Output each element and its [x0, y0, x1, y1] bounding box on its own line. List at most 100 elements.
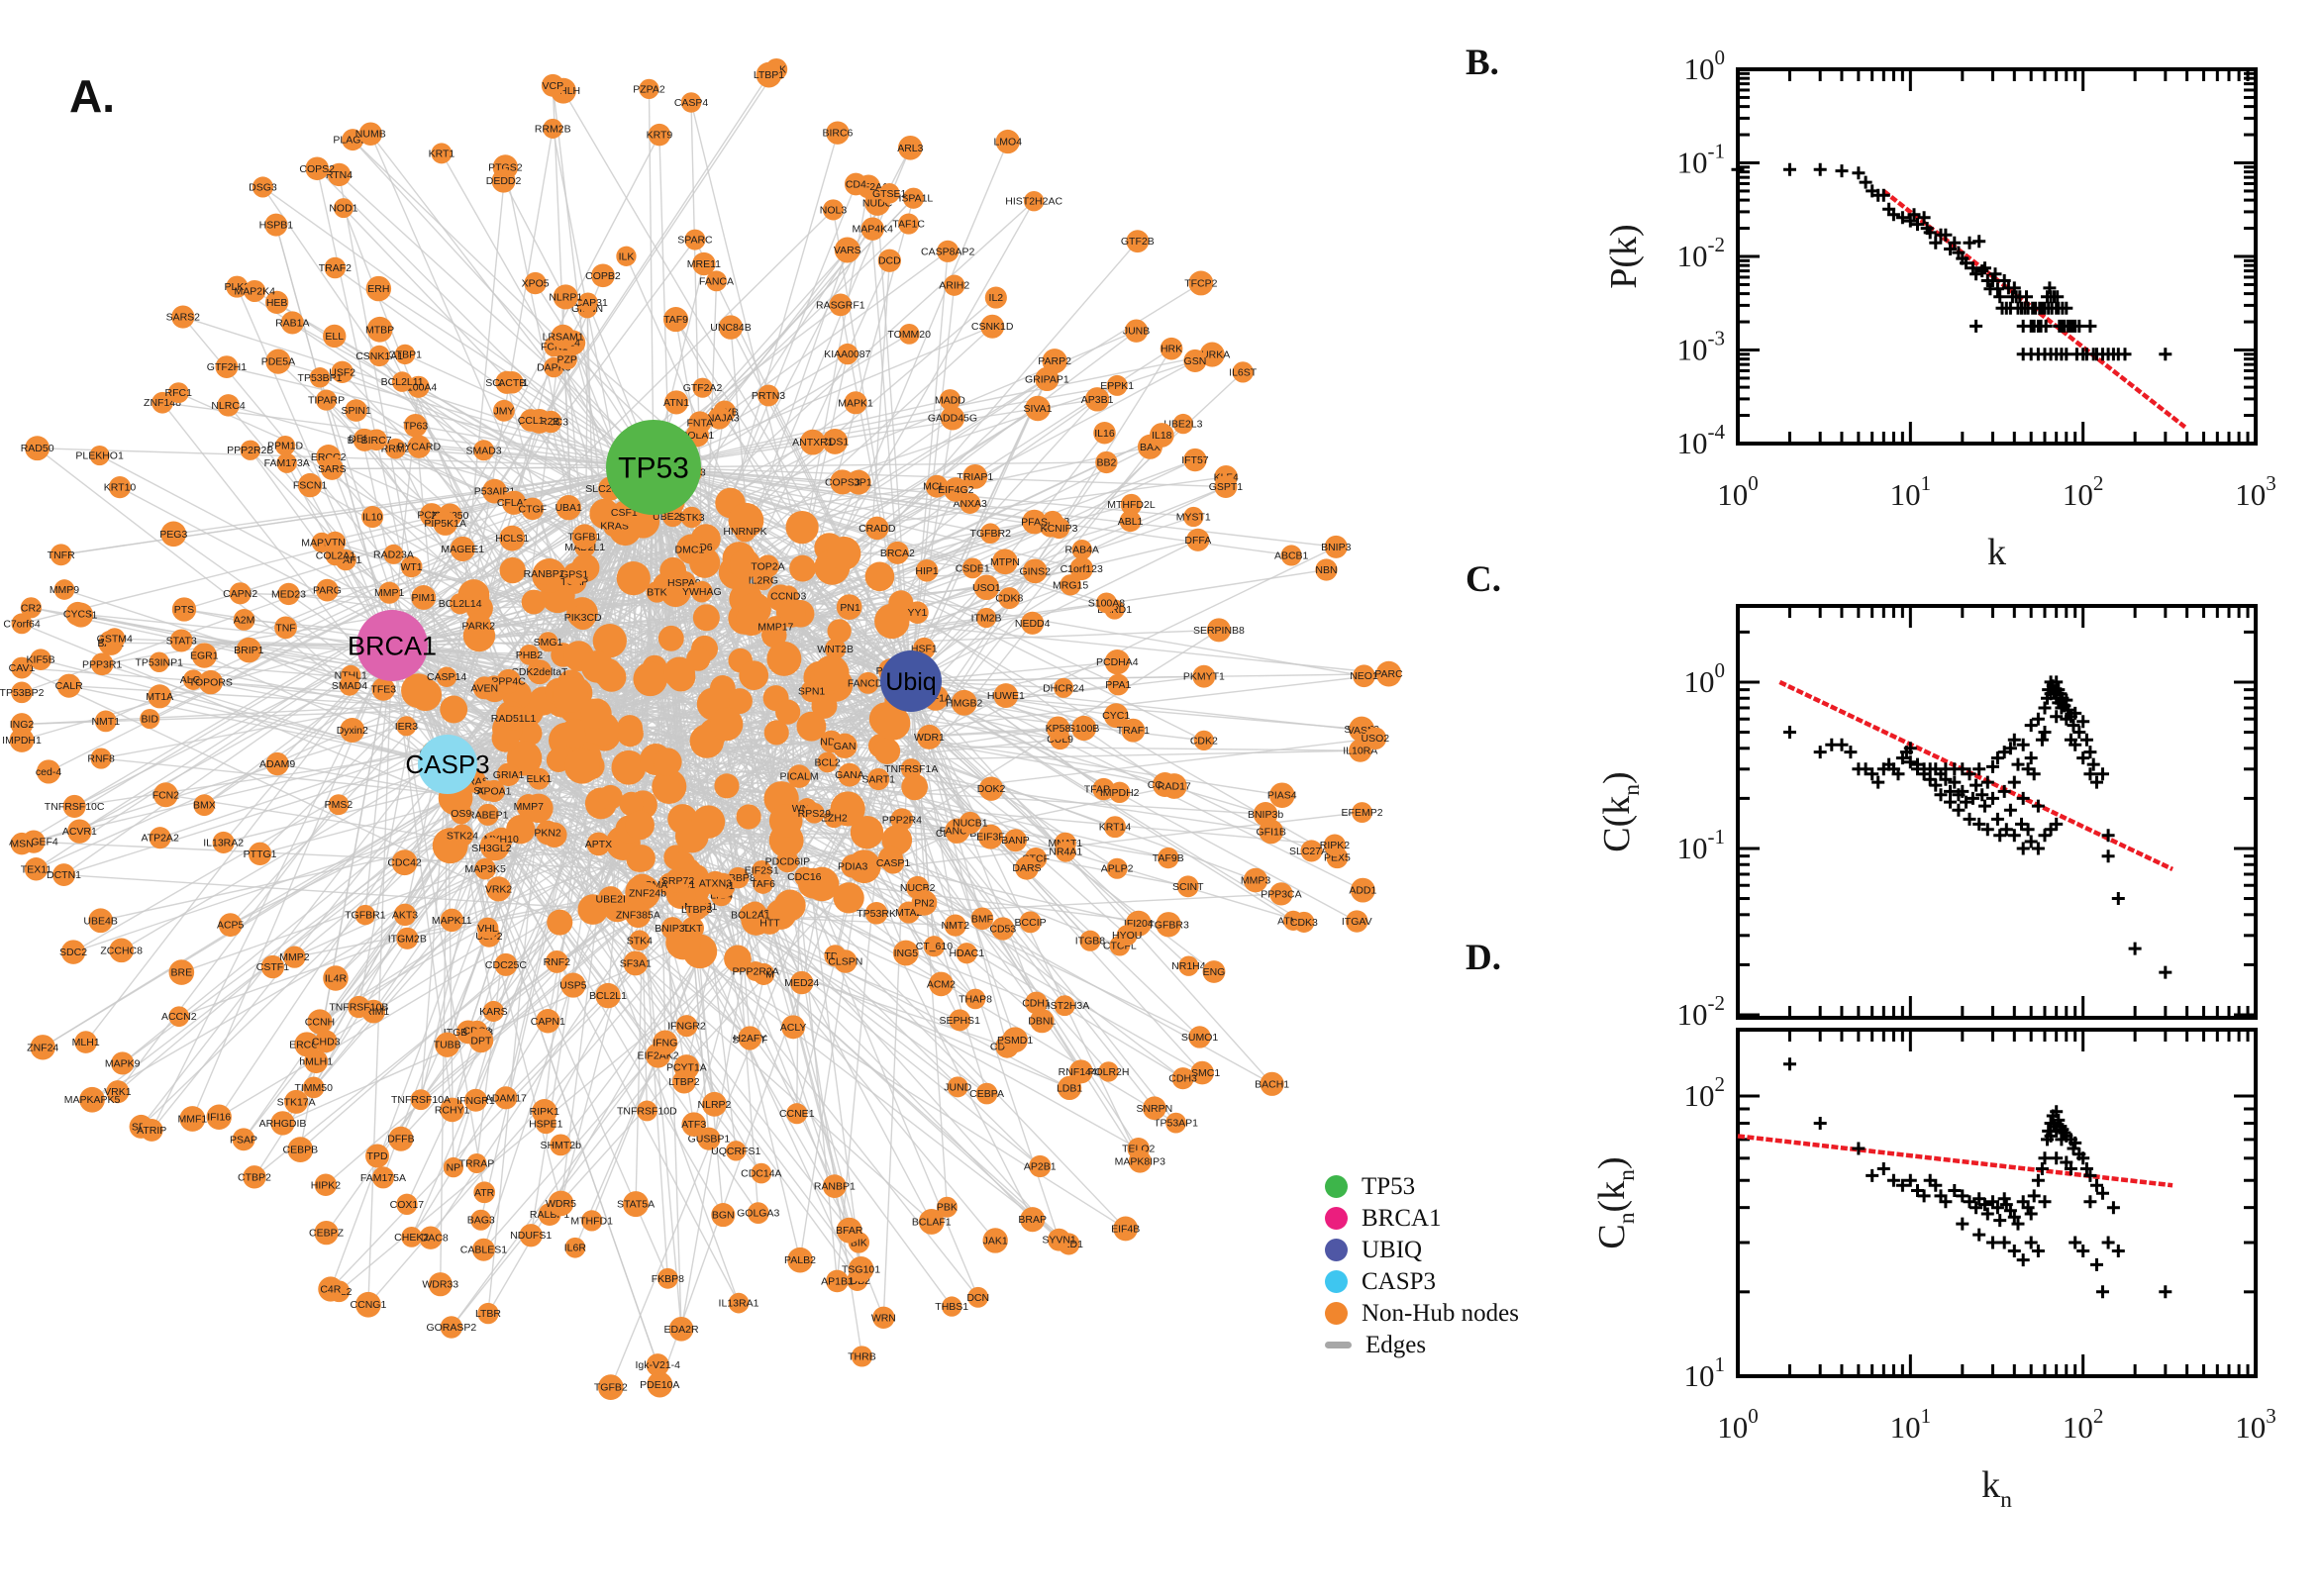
- network-node: [977, 824, 1003, 849]
- network-node-label: ELL: [325, 331, 344, 343]
- network-node: [411, 585, 437, 610]
- network-node-label: GPS1: [560, 568, 588, 580]
- network-node: [428, 1272, 453, 1297]
- network-node-label: GTF2H1: [207, 361, 247, 373]
- network-node: [777, 585, 799, 607]
- network-node: [316, 578, 339, 602]
- network-node-label: HSPB1: [259, 220, 294, 232]
- network-node: [625, 810, 655, 841]
- axis-ticks: [1738, 69, 2256, 444]
- network-node: [354, 904, 376, 926]
- network-node: [709, 707, 744, 742]
- network-node-label: IL16: [1094, 428, 1115, 440]
- network-node-label: BCLAF1: [912, 1216, 952, 1228]
- network-node: [1192, 664, 1216, 688]
- network-node: [653, 748, 682, 777]
- network-node-label: KCNIP3: [1041, 523, 1078, 535]
- network-node-label: MMP3: [1241, 875, 1270, 887]
- network-node-label: NMT1: [91, 716, 120, 728]
- network-node: [714, 773, 740, 799]
- network-node: [796, 711, 827, 742]
- network-node-label: SIVA1: [1024, 403, 1053, 415]
- network-node-label: TNFRSF10D: [617, 1105, 677, 1117]
- network-node-label: IFNG: [653, 1038, 677, 1049]
- network-node: [391, 849, 418, 876]
- network-node: [998, 587, 1021, 610]
- network-node: [496, 762, 521, 787]
- network-node: [657, 625, 684, 651]
- network-node: [1353, 664, 1375, 688]
- network-node-label: PCDHA4: [1096, 656, 1139, 668]
- network-node: [521, 589, 547, 615]
- network-node: [493, 399, 515, 422]
- network-node: [65, 601, 90, 627]
- network-node: [149, 651, 169, 672]
- network-node: [616, 246, 637, 266]
- network-node-label: GFI1B: [1257, 826, 1286, 838]
- network-node: [491, 168, 516, 193]
- network-node-label: NUMB: [355, 129, 386, 141]
- network-node-label: CDC42: [387, 857, 422, 869]
- network-node-label: RAB4A: [1065, 545, 1099, 556]
- network-node: [365, 275, 392, 302]
- network-node: [758, 910, 782, 935]
- network-node-label: PTGS2: [488, 161, 523, 173]
- network-node-label: TPD: [367, 1150, 388, 1162]
- axis-tick-label: 10-4: [1677, 420, 1726, 460]
- axis-tick-label: 103: [2235, 471, 2276, 512]
- network-node: [729, 549, 761, 580]
- network-node: [24, 857, 49, 881]
- network-node-label: GUSBP1: [688, 1134, 731, 1146]
- network-node-label: IL2: [989, 292, 1004, 304]
- network-node: [1160, 337, 1183, 360]
- network-node: [623, 1191, 650, 1218]
- network-node-label: RANBP1: [814, 1181, 856, 1193]
- network-node-label: CTGF: [518, 503, 547, 515]
- network-node-label: IL10: [362, 512, 383, 524]
- network-node: [753, 570, 773, 591]
- network-node-label: RAD50: [21, 443, 54, 454]
- brca1-swatch-icon: [1325, 1206, 1348, 1230]
- network-node-label: WRN: [871, 1312, 896, 1324]
- legend-label: UBIQ: [1362, 1236, 1423, 1263]
- network-node-label: CDH3: [1168, 1073, 1197, 1085]
- network-node: [371, 677, 396, 701]
- network-node-label: CASP8AP2: [921, 246, 974, 257]
- network-node: [1104, 648, 1131, 675]
- network-node-label: IMPDH1: [2, 735, 42, 747]
- network-node-label: BGN: [712, 1210, 735, 1222]
- network-node-label: SCINT: [1172, 881, 1204, 893]
- network-node: [758, 384, 779, 407]
- network-node: [450, 802, 472, 825]
- network-node-label: MAP3K5: [464, 863, 506, 875]
- network-node: [1103, 703, 1129, 729]
- network-node-label: JMY: [493, 405, 514, 417]
- network-node: [1293, 911, 1315, 933]
- network-node: [664, 390, 689, 415]
- network-node: [323, 965, 349, 991]
- network-node-label: LTBP3: [681, 904, 712, 916]
- network-node-label: DOK2: [977, 783, 1006, 795]
- network-node-label: C4R: [320, 1283, 341, 1295]
- network-node: [860, 217, 884, 241]
- network-node: [480, 837, 503, 859]
- network-node: [1346, 910, 1368, 933]
- network-node: [1106, 374, 1128, 396]
- network-node-label: MED23: [271, 588, 306, 600]
- network-node-label: RAD17: [1158, 781, 1191, 793]
- network-node: [892, 940, 919, 966]
- network-node-label: MRG15: [1053, 579, 1088, 591]
- network-node: [824, 638, 847, 660]
- network-node: [294, 1032, 320, 1057]
- network-node-label: PPP4C: [491, 676, 526, 688]
- network-node: [30, 1035, 55, 1060]
- network-node-label: S100B: [1068, 723, 1100, 735]
- network-node: [929, 971, 954, 997]
- network-node-label: SUMO1: [1181, 1032, 1219, 1044]
- network-node-label: TGFBR1: [345, 910, 386, 922]
- network-node: [297, 472, 323, 498]
- network-node: [660, 917, 684, 941]
- panel-label-b: B.: [1465, 43, 1499, 83]
- network-node-label: BCL2: [815, 756, 841, 768]
- network-node-label: TNF: [275, 622, 295, 634]
